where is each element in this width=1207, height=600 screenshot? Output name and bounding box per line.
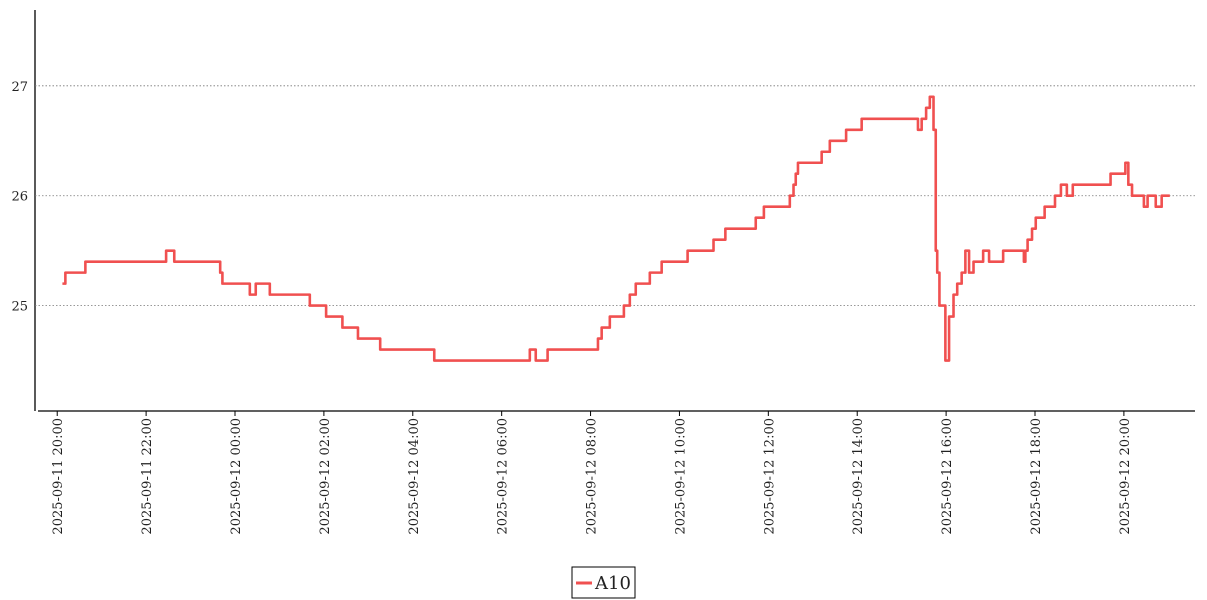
x-tick-label: 2025-09-12 04:00: [407, 418, 422, 535]
x-tick-label: 2025-09-11 22:00: [140, 418, 155, 535]
y-tick-label: 27: [11, 80, 28, 95]
x-tick-label: 2025-09-12 14:00: [851, 418, 866, 535]
x-tick-label: 2025-09-12 06:00: [496, 418, 511, 535]
y-tick-label: 25: [11, 300, 28, 315]
x-tick-label: 2025-09-12 20:00: [1118, 418, 1133, 535]
legend: A10: [571, 566, 636, 599]
x-tick-label: 2025-09-12 00:00: [229, 418, 244, 535]
line-series: [62, 95, 1170, 362]
x-tick-label: 2025-09-12 02:00: [318, 418, 333, 535]
x-tick-label: 2025-09-12 16:00: [940, 418, 955, 535]
x-tick-label: 2025-09-12 08:00: [585, 418, 600, 535]
legend-label: A10: [594, 573, 631, 594]
x-tick-label: 2025-09-11 20:00: [51, 418, 66, 535]
x-tick-label: 2025-09-12 18:00: [1029, 418, 1044, 535]
x-tick-label: 2025-09-12 10:00: [673, 418, 688, 535]
x-tick-label: 2025-09-12 12:00: [762, 418, 777, 535]
y-tick-label: 26: [11, 190, 28, 205]
